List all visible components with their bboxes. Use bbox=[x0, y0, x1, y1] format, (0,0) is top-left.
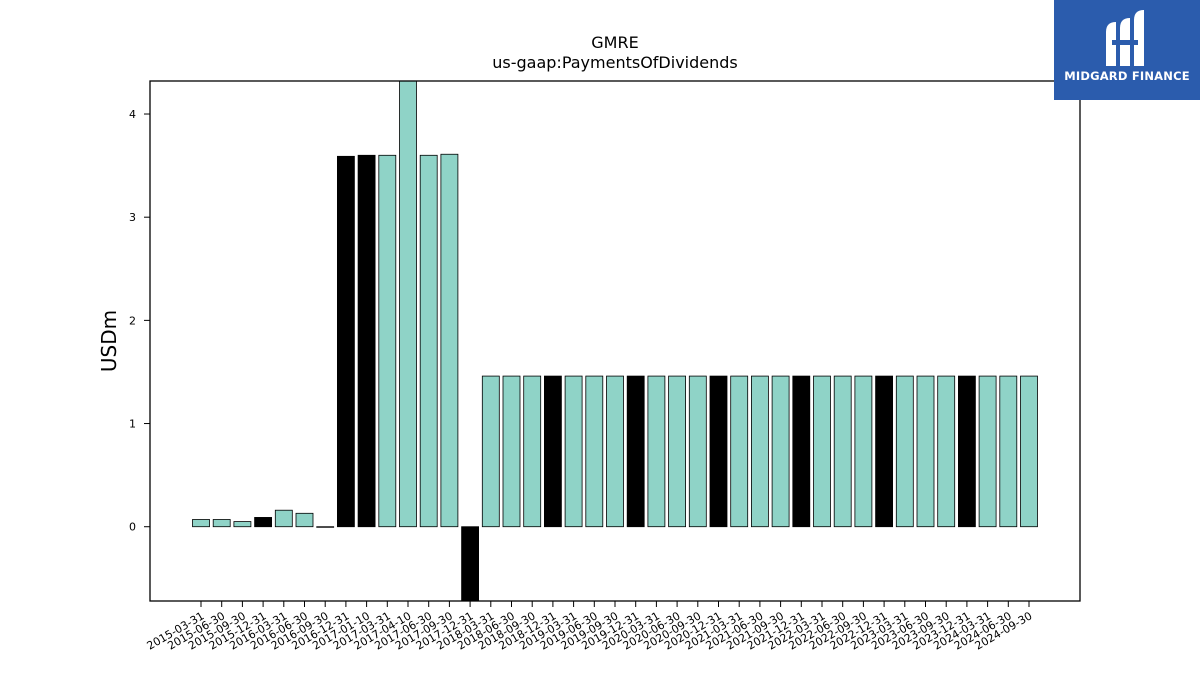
y-tick-label: 4 bbox=[129, 108, 136, 121]
chart-title: GMRE bbox=[591, 33, 638, 52]
y-tick-label: 0 bbox=[129, 521, 136, 534]
bar-2019-12-31 bbox=[626, 375, 645, 528]
brand-name: MIDGARD FINANCE bbox=[1064, 69, 1190, 83]
bar-2022-09-30 bbox=[854, 375, 873, 528]
bar-2023-09-30 bbox=[937, 375, 956, 528]
x-ticks-group: 2015-03-312015-06-302015-09-302015-12-31… bbox=[145, 601, 1035, 653]
bar-2020-09-30 bbox=[688, 375, 707, 528]
bar-2021-09-30 bbox=[771, 375, 790, 528]
bar-2017-04-10 bbox=[399, 80, 417, 528]
bar-2016-03-31 bbox=[274, 509, 293, 528]
bars-group bbox=[192, 80, 1038, 602]
bar-2015-03-31 bbox=[192, 519, 210, 528]
bar-2015-12-31 bbox=[254, 517, 273, 528]
y-tick-label: 3 bbox=[129, 211, 136, 224]
bar-2019-06-30 bbox=[585, 375, 604, 528]
bar-2018-09-30 bbox=[523, 375, 542, 528]
bar-2016-06-30 bbox=[295, 512, 314, 528]
plot-frame bbox=[149, 80, 1081, 602]
y-ticks-group: 0 1 2 3 4 bbox=[129, 108, 150, 534]
y-tick-label: 2 bbox=[129, 314, 136, 327]
bar-2023-12-31 bbox=[958, 375, 976, 528]
bar-2015-06-30 bbox=[212, 519, 231, 528]
brand-logo: MIDGARD FINANCE bbox=[1054, 0, 1200, 100]
bar-2016-09-30 bbox=[316, 526, 335, 528]
bar-2017-09-30 bbox=[440, 153, 459, 528]
bar-2017-03-31 bbox=[378, 154, 397, 528]
bar-2024-03-31 bbox=[978, 375, 997, 528]
bar-2020-12-31 bbox=[709, 375, 728, 528]
bar-2024-06-30 bbox=[999, 375, 1018, 528]
bar-2020-06-30 bbox=[668, 375, 686, 528]
bar-2018-06-30 bbox=[502, 375, 521, 528]
bar-2016-12-31 bbox=[336, 155, 355, 528]
bar-2018-12-31 bbox=[544, 375, 562, 528]
bar-2015-09-30 bbox=[233, 521, 252, 528]
chart-subtitle: us-gaap:PaymentsOfDividends bbox=[492, 53, 737, 72]
midgard-logo-icon bbox=[1106, 10, 1144, 66]
bar-2017-01-10 bbox=[357, 154, 376, 528]
bar-2021-12-31 bbox=[792, 375, 811, 528]
bar-2021-06-30 bbox=[751, 375, 769, 528]
bar-2022-12-31 bbox=[875, 375, 893, 528]
bar-2022-06-30 bbox=[833, 375, 852, 528]
bar-2021-03-31 bbox=[730, 375, 749, 528]
bar-2024-09-30 bbox=[1020, 375, 1038, 528]
bar-2020-03-31 bbox=[647, 375, 666, 528]
bar-2023-06-30 bbox=[916, 375, 935, 528]
bar-2018-03-31 bbox=[481, 375, 500, 528]
bar-2017-12-31 bbox=[461, 526, 480, 602]
y-axis-label: USDm bbox=[97, 310, 121, 372]
y-tick-label: 1 bbox=[129, 418, 136, 431]
bar-2022-03-31 bbox=[813, 375, 831, 528]
bar-2019-09-30 bbox=[606, 375, 624, 528]
bar-2019-03-31 bbox=[564, 375, 583, 528]
bar-2017-06-30 bbox=[419, 154, 438, 528]
bar-2023-03-31 bbox=[895, 375, 914, 528]
